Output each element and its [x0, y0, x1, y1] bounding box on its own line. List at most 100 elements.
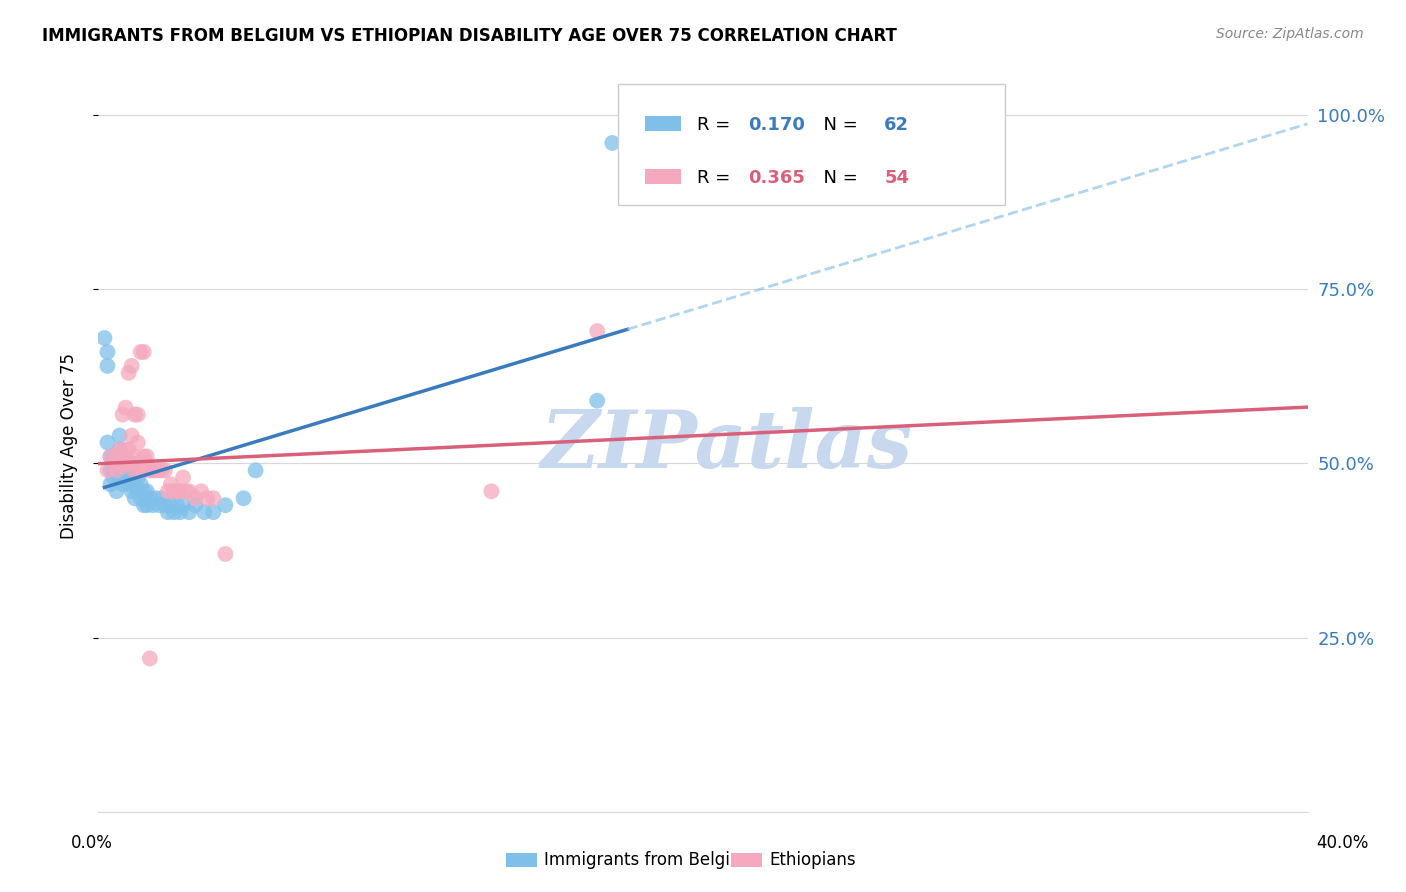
Point	[245, 463, 267, 477]
Point	[135, 484, 157, 499]
Point	[103, 457, 125, 471]
Point	[202, 491, 225, 506]
Text: R =: R =	[697, 169, 735, 187]
Point	[118, 463, 141, 477]
Point	[93, 331, 115, 345]
Point	[214, 498, 236, 512]
Point	[124, 408, 146, 422]
Point	[142, 463, 165, 477]
Point	[114, 442, 136, 457]
Point	[135, 450, 157, 464]
Point	[118, 366, 141, 380]
Point	[105, 463, 128, 477]
Point	[118, 457, 141, 471]
Point	[108, 442, 131, 457]
Point	[169, 484, 191, 499]
Point	[150, 491, 173, 506]
Point	[105, 463, 128, 477]
Point	[108, 457, 131, 471]
Point	[586, 393, 609, 408]
Point	[142, 498, 165, 512]
Point	[148, 463, 170, 477]
Point	[108, 470, 131, 484]
Point	[127, 457, 149, 471]
Point	[129, 491, 152, 506]
Point	[121, 457, 143, 471]
Point	[132, 345, 155, 359]
Point	[172, 498, 194, 512]
Point	[160, 498, 183, 512]
Point	[121, 457, 143, 471]
Text: N =: N =	[811, 169, 863, 187]
Text: 62: 62	[884, 116, 910, 134]
Point	[163, 484, 186, 499]
Point	[153, 498, 176, 512]
FancyBboxPatch shape	[645, 169, 682, 184]
Point	[111, 463, 134, 477]
Point	[96, 359, 118, 373]
Point	[127, 484, 149, 499]
Point	[153, 463, 176, 477]
Point	[114, 470, 136, 484]
Point	[124, 491, 146, 506]
Point	[103, 450, 125, 464]
Point	[214, 547, 236, 561]
Point	[132, 463, 155, 477]
Point	[124, 463, 146, 477]
Point	[139, 651, 162, 665]
Point	[114, 401, 136, 415]
Point	[103, 457, 125, 471]
Point	[111, 477, 134, 491]
Point	[129, 463, 152, 477]
Y-axis label: Disability Age Over 75: Disability Age Over 75	[59, 353, 77, 539]
Point	[100, 463, 122, 477]
Point	[139, 491, 162, 506]
Text: 0.0%: 0.0%	[70, 834, 112, 852]
Point	[150, 463, 173, 477]
Point	[111, 450, 134, 464]
Point	[108, 442, 131, 457]
Point	[127, 435, 149, 450]
Point	[145, 491, 167, 506]
Point	[190, 484, 212, 499]
Text: N =: N =	[811, 116, 863, 134]
Text: ZIPatlas: ZIPatlas	[541, 408, 914, 484]
Point	[111, 408, 134, 422]
Point	[124, 450, 146, 464]
Point	[179, 484, 201, 499]
Point	[127, 470, 149, 484]
Point	[96, 463, 118, 477]
Point	[156, 484, 179, 499]
Text: 40.0%: 40.0%	[1316, 834, 1369, 852]
Point	[96, 435, 118, 450]
Point	[114, 463, 136, 477]
Text: Immigrants from Belgium: Immigrants from Belgium	[544, 851, 756, 869]
Text: Source: ZipAtlas.com: Source: ZipAtlas.com	[1216, 27, 1364, 41]
Point	[160, 477, 183, 491]
Point	[174, 484, 197, 499]
Point	[169, 505, 191, 519]
Point	[105, 484, 128, 499]
Text: Ethiopians: Ethiopians	[769, 851, 856, 869]
Point	[184, 491, 207, 506]
Point	[111, 457, 134, 471]
Point	[163, 505, 186, 519]
FancyBboxPatch shape	[619, 84, 1005, 204]
Point	[103, 470, 125, 484]
Point	[121, 359, 143, 373]
Text: 54: 54	[884, 169, 910, 187]
Point	[96, 345, 118, 359]
Point	[132, 450, 155, 464]
Text: 0.170: 0.170	[748, 116, 804, 134]
Point	[145, 463, 167, 477]
Point	[135, 457, 157, 471]
Point	[232, 491, 254, 506]
Point	[195, 491, 218, 506]
Point	[118, 442, 141, 457]
Point	[118, 457, 141, 471]
Point	[132, 484, 155, 499]
Point	[132, 498, 155, 512]
Point	[100, 450, 122, 464]
Point	[139, 463, 162, 477]
Point	[129, 477, 152, 491]
